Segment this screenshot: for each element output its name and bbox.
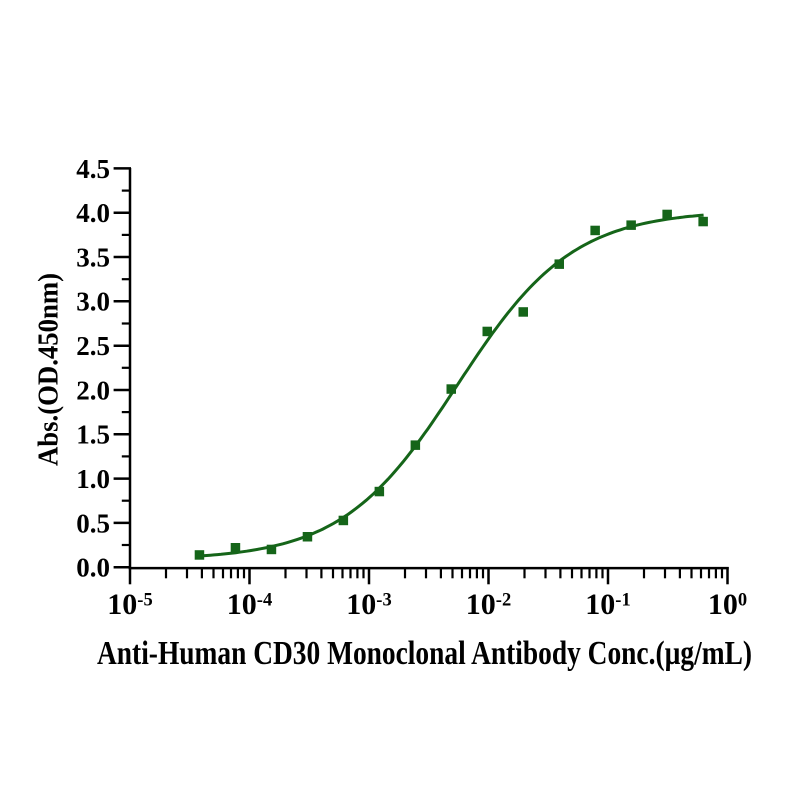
svg-text:3.5: 3.5 — [76, 242, 110, 272]
svg-text:2.5: 2.5 — [76, 331, 110, 361]
svg-text:1.5: 1.5 — [76, 420, 110, 450]
svg-text:3.0: 3.0 — [76, 287, 110, 317]
svg-text:1.0: 1.0 — [76, 464, 110, 494]
svg-text:2.0: 2.0 — [76, 375, 110, 405]
svg-text:4.5: 4.5 — [76, 154, 110, 184]
svg-text:0.0: 0.0 — [76, 553, 110, 583]
svg-text:Abs.(OD.450nm): Abs.(OD.450nm) — [34, 273, 65, 466]
svg-text:Anti-Human CD30 Monoclonal Ant: Anti-Human CD30 Monoclonal Antibody Conc… — [97, 635, 752, 672]
svg-text:0.5: 0.5 — [76, 508, 110, 538]
svg-text:10-1: 10-1 — [585, 588, 630, 621]
svg-text:4.0: 4.0 — [76, 198, 110, 228]
